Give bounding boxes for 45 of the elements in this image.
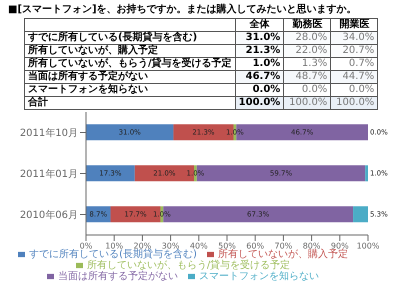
- legend-label: 所有していないが、もらう/貸与を受ける予定: [86, 260, 290, 271]
- data-label: 0.0%: [330, 84, 378, 96]
- y-tick-label: 2010年06月: [20, 209, 78, 222]
- y-tick-label: 所有していないが、購入予定: [24, 44, 236, 58]
- x-tick-label: 10%: [105, 242, 124, 251]
- x-tick-label: 全体: [235, 18, 284, 32]
- data-label: 46.7%: [235, 70, 284, 84]
- data-label: 1.3%: [284, 58, 331, 70]
- x-tick-label: 0%: [80, 242, 93, 251]
- y-tick-label: スマートフォンを知らない: [24, 84, 236, 96]
- data-label: 100.0%: [330, 96, 378, 110]
- y-tick-label: 2011年10月: [20, 127, 78, 140]
- legend-label: スマートフォンを知らない: [199, 271, 319, 282]
- x-tick-label: 60%: [246, 242, 264, 251]
- x-tick-label: 勤務医: [284, 18, 331, 32]
- data-label: 1.0%: [235, 58, 284, 70]
- data-label: 28.0%: [284, 32, 331, 44]
- legend-label: 当面は所有する予定がない: [58, 271, 178, 282]
- data-label: 21.3%: [235, 44, 284, 58]
- data-label: 0.0%: [235, 84, 284, 96]
- data-label: 100.0%: [284, 96, 331, 110]
- chart-title: ■[スマートフォン]を、お持ちですか。または購入してみたいと思いますか。: [8, 2, 358, 16]
- y-tick-label: 所有していないが、もらう/貸与を受ける予定: [24, 58, 236, 70]
- legend-label: 所有していないが、購入予定: [218, 249, 348, 260]
- bar: [86, 124, 174, 140]
- y-tick-label: すでに所有している(長期貸与を含む): [24, 32, 236, 44]
- bar: [365, 165, 368, 182]
- data-label: 0.0%: [284, 84, 331, 96]
- x-tick-label: 開業医: [330, 18, 378, 32]
- data-label: 0.7%: [330, 58, 378, 70]
- x-tick-label: 70%: [274, 242, 293, 251]
- x-tick-label: 40%: [190, 242, 208, 251]
- bar: [353, 206, 368, 222]
- data-label: 100.0%: [235, 96, 284, 110]
- y-tick-label: 合計: [24, 96, 236, 110]
- y-tick-label: 当面は所有する予定がない: [24, 70, 236, 84]
- bar: [86, 165, 135, 182]
- data-label: 44.7%: [330, 70, 378, 84]
- data-label: 20.7%: [330, 44, 378, 58]
- x-tick-label: 100%: [356, 242, 380, 251]
- data-label: 22.0%: [284, 44, 331, 58]
- data-label: 48.7%: [284, 70, 331, 84]
- data-label: 34.0%: [330, 32, 378, 44]
- y-tick-label: 2011年01月: [20, 168, 78, 180]
- data-label: 31.0%: [235, 32, 284, 44]
